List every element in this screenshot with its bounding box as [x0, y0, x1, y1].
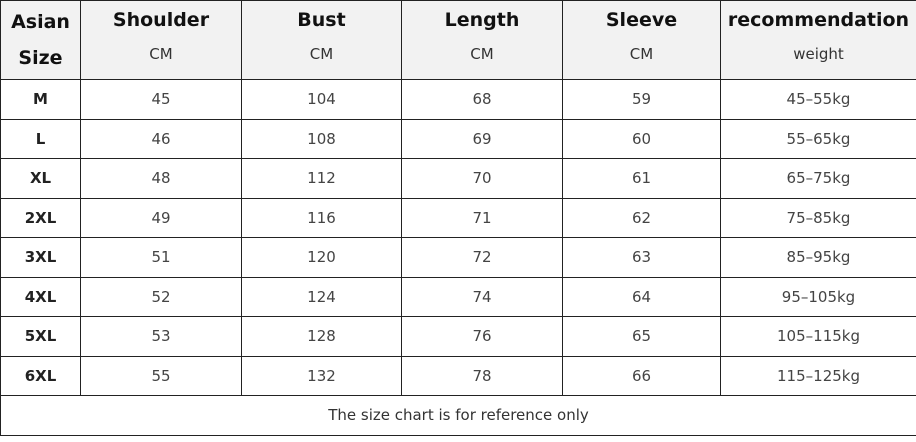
size-cell: M: [0, 79, 81, 120]
value-cell: 68: [401, 79, 563, 120]
footer-note: The size chart is for reference only: [0, 395, 916, 436]
value-cell: 71: [401, 197, 563, 238]
value-cell: 76: [401, 316, 563, 357]
table-row: XL 48 112 70 61 65–75kg: [0, 158, 916, 199]
table-row: 4XL 52 124 74 64 95–105kg: [0, 276, 916, 317]
value-cell: 51: [80, 237, 242, 278]
value-cell: 55–65kg: [720, 118, 916, 159]
size-label-line1: Asian: [11, 11, 70, 33]
value-cell: 66: [562, 355, 721, 396]
header-length: Length CM: [401, 0, 563, 80]
value-cell: 104: [241, 79, 402, 120]
value-cell: 55: [80, 355, 242, 396]
value-cell: 49: [80, 197, 242, 238]
column-unit: weight: [793, 45, 844, 63]
value-cell: 116: [241, 197, 402, 238]
value-cell: 72: [401, 237, 563, 278]
header-row: Asian Size Shoulder CM Bust CM Length CM Sle…: [0, 0, 916, 80]
size-cell: 5XL: [0, 316, 81, 357]
size-cell: 3XL: [0, 237, 81, 278]
value-cell: 59: [562, 79, 721, 120]
value-cell: 85–95kg: [720, 237, 916, 278]
table-row: 5XL 53 128 76 65 105–115kg: [0, 316, 916, 357]
column-unit: CM: [309, 45, 334, 63]
value-cell: 69: [401, 118, 563, 159]
table-row: L 46 108 69 60 55–65kg: [0, 118, 916, 159]
table-row: 6XL 55 132 78 66 115–125kg: [0, 355, 916, 396]
value-cell: 124: [241, 276, 402, 317]
value-cell: 78: [401, 355, 563, 396]
value-cell: 60: [562, 118, 721, 159]
column-title: Length: [444, 9, 520, 31]
value-cell: 120: [241, 237, 402, 278]
value-cell: 63: [562, 237, 721, 278]
column-title: Bust: [297, 9, 346, 31]
column-unit: CM: [470, 45, 494, 63]
value-cell: 70: [401, 158, 563, 199]
header-size: Asian Size: [0, 0, 81, 80]
column-unit: CM: [149, 45, 173, 63]
footer-row: The size chart is for reference only: [0, 395, 916, 436]
size-cell: 2XL: [0, 197, 81, 238]
value-cell: 46: [80, 118, 242, 159]
column-title: Shoulder: [112, 9, 210, 31]
value-cell: 65: [562, 316, 721, 357]
value-cell: 62: [562, 197, 721, 238]
size-cell: 6XL: [0, 355, 81, 396]
size-cell: 4XL: [0, 276, 81, 317]
value-cell: 64: [562, 276, 721, 317]
value-cell: 128: [241, 316, 402, 357]
table-row: 3XL 51 120 72 63 85–95kg: [0, 237, 916, 278]
header-bust: Bust CM: [241, 0, 402, 80]
column-title: recommendation: [727, 9, 910, 31]
value-cell: 112: [241, 158, 402, 199]
column-unit: CM: [629, 45, 654, 63]
value-cell: 105–115kg: [720, 316, 916, 357]
value-cell: 132: [241, 355, 402, 396]
value-cell: 52: [80, 276, 242, 317]
value-cell: 95–105kg: [720, 276, 916, 317]
value-cell: 115–125kg: [720, 355, 916, 396]
value-cell: 74: [401, 276, 563, 317]
column-title: Sleeve: [605, 9, 678, 31]
header-sleeve: Sleeve CM: [562, 0, 721, 80]
value-cell: 108: [241, 118, 402, 159]
value-cell: 48: [80, 158, 242, 199]
value-cell: 53: [80, 316, 242, 357]
size-cell: L: [0, 118, 81, 159]
value-cell: 45: [80, 79, 242, 120]
value-cell: 61: [562, 158, 721, 199]
header-recommendation: recommendation weight: [720, 0, 916, 80]
size-cell: XL: [0, 158, 81, 199]
table-row: 2XL 49 116 71 62 75–85kg: [0, 197, 916, 238]
value-cell: 75–85kg: [720, 197, 916, 238]
value-cell: 65–75kg: [720, 158, 916, 199]
value-cell: 45–55kg: [720, 79, 916, 120]
header-shoulder: Shoulder CM: [80, 0, 242, 80]
size-label-line2: Size: [18, 47, 63, 69]
table-row: M 45 104 68 59 45–55kg: [0, 79, 916, 120]
